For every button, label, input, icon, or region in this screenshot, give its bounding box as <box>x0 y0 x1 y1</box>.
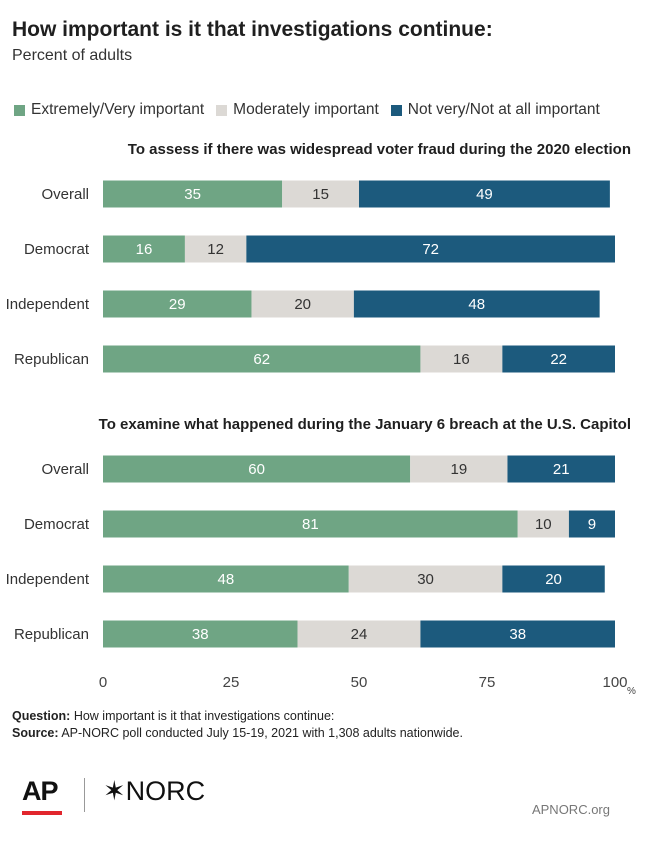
x-tick-label: 50 <box>351 674 368 691</box>
data-label: 22 <box>550 351 567 368</box>
data-label: 20 <box>545 571 562 588</box>
bar-segment <box>103 290 252 318</box>
x-tick-label: 25 <box>223 674 240 691</box>
bar-segment <box>297 620 421 648</box>
source-text: AP-NORC poll conducted July 15-19, 2021 … <box>61 726 463 740</box>
data-label: 20 <box>294 296 311 313</box>
chart-subtitle: Percent of adults <box>12 47 133 64</box>
legend-label: Extremely/Very important <box>31 101 205 118</box>
data-label: 60 <box>248 461 265 478</box>
bar-segment <box>246 235 616 263</box>
bar-segment <box>502 565 605 593</box>
question-note: Question: How important is it that inves… <box>12 709 334 723</box>
bar-segment <box>282 180 359 208</box>
row-label: Democrat <box>24 516 90 533</box>
data-label: 9 <box>588 516 596 533</box>
ap-logo: AP <box>22 776 59 806</box>
x-tick-label: 0 <box>99 674 107 691</box>
legend-swatch <box>14 104 25 116</box>
x-unit-label: % <box>627 686 636 697</box>
norc-logo: ✶NORC <box>103 776 206 806</box>
data-label: 38 <box>509 626 526 643</box>
bar-segment <box>103 510 518 538</box>
row-label: Democrat <box>24 241 90 258</box>
bar-segment <box>359 180 610 208</box>
panel-title: To examine what happened during the Janu… <box>99 416 631 433</box>
data-label: 15 <box>312 186 329 203</box>
data-label: 16 <box>453 351 470 368</box>
bar-segment <box>410 455 508 483</box>
bar-segment <box>103 455 411 483</box>
legend-item-moderately: Moderately important <box>216 101 379 119</box>
row-label: Republican <box>14 626 89 643</box>
legend-label: Not very/Not at all important <box>407 101 600 118</box>
legend: Extremely/Very important Moderately impo… <box>14 100 600 120</box>
data-label: 29 <box>169 296 186 313</box>
bar-segment <box>502 345 615 373</box>
apnorc-url: APNORC.org <box>531 802 610 817</box>
source-label: Source: <box>12 726 59 740</box>
bar-segment <box>353 290 600 318</box>
bar-segment <box>420 345 503 373</box>
bar-segment <box>103 620 298 648</box>
data-label: 12 <box>207 241 224 258</box>
data-label: 72 <box>422 241 439 258</box>
legend-swatch <box>216 104 228 116</box>
legend-label: Moderately important <box>233 101 379 118</box>
bar-segment <box>507 455 615 483</box>
data-label: 19 <box>450 461 467 478</box>
data-label: 35 <box>184 186 201 203</box>
row-label: Overall <box>41 461 89 478</box>
bar-segment <box>103 565 349 593</box>
source-note: Source: AP-NORC poll conducted July 15-1… <box>12 726 463 740</box>
row-label: Republican <box>14 351 89 368</box>
data-label: 48 <box>468 296 485 313</box>
panel-title: To assess if there was widespread voter … <box>128 141 631 158</box>
bar-segment <box>184 235 247 263</box>
ap-logo-underline <box>22 811 62 815</box>
chart-title: How important is it that investigations … <box>12 18 493 41</box>
row-label: Independent <box>6 571 90 588</box>
data-label: 24 <box>351 626 368 643</box>
data-label: 38 <box>192 626 209 643</box>
bar-segment <box>568 510 615 538</box>
data-label: 49 <box>476 186 493 203</box>
logo-divider <box>84 778 85 812</box>
x-tick-label: 75 <box>479 674 496 691</box>
bar-segment <box>103 235 185 263</box>
data-label: 10 <box>535 516 552 533</box>
data-label: 62 <box>253 351 270 368</box>
question-label: Question: <box>12 709 71 723</box>
legend-swatch <box>390 104 402 116</box>
data-label: 30 <box>417 571 434 588</box>
row-label: Independent <box>6 296 90 313</box>
x-tick-label: 100 <box>602 674 627 691</box>
bar-segment <box>348 565 503 593</box>
legend-item-extremely-very: Extremely/Very important <box>14 101 204 119</box>
stacked-bar-chart: To assess if there was widespread voter … <box>6 141 636 697</box>
row-label: Overall <box>41 186 89 203</box>
bar-segment <box>103 345 421 373</box>
data-label: 81 <box>302 516 319 533</box>
data-label: 48 <box>218 571 235 588</box>
question-text: How important is it that investigations … <box>73 709 335 723</box>
bar-segment <box>251 290 354 318</box>
bar-segment <box>517 510 569 538</box>
legend-item-not-very: Not very/Not at all important <box>390 101 600 119</box>
bar-segment <box>103 180 283 208</box>
bar-segment <box>420 620 615 648</box>
data-label: 16 <box>136 241 153 258</box>
data-label: 21 <box>553 461 570 478</box>
